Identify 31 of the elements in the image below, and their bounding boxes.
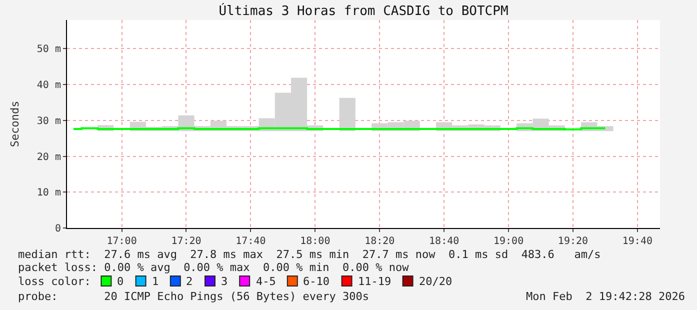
text: Mon Feb 2 19:42:28 2026: [526, 290, 685, 303]
x-tick-label: 18:20: [364, 236, 395, 247]
x-tick-label: 18:00: [300, 236, 330, 247]
legend-label: 3: [221, 275, 228, 288]
y-tick-label: 0: [54, 224, 61, 234]
x-tick-label: 19:00: [493, 236, 524, 247]
legend-label: 11-19: [358, 275, 392, 288]
text: probe: 20 ICMP Echo Pings (56 Bytes) every 300s: [18, 290, 369, 303]
legend-label: 2: [186, 275, 193, 288]
text: packet loss: 0.00 % avg 0.00 % max 0.00 % min 0.00 % now: [18, 261, 410, 274]
x-tick-label: 17:40: [236, 236, 266, 247]
legend-label: 0: [117, 275, 124, 288]
y-tick-label: 40 m: [36, 80, 61, 92]
x-tick-label: 17:00: [106, 236, 137, 247]
y-tick-label: 20 m: [36, 152, 61, 163]
x-tick-label: 18:40: [429, 236, 460, 247]
legend-label: 4-5: [256, 275, 276, 288]
chart-title: Últimas 3 Horas from CASDIG to BOTCPM: [218, 2, 508, 20]
text: median rtt: 27.6 ms avg 27.8 ms max 27.5 ms min 27.7 ms now 0.1 ms sd 483.6 am/s: [18, 248, 601, 261]
legend-title: loss color:: [18, 275, 91, 288]
legend-label: 6-10: [303, 275, 330, 288]
bar: [339, 98, 356, 132]
y-tick-label: 10 m: [36, 188, 61, 199]
x-tick-label: 17:20: [171, 236, 202, 247]
legend-label: 1: [152, 275, 159, 288]
y-tick-label: 30 m: [36, 116, 61, 127]
legend-label: 20/20: [419, 275, 452, 288]
y-tick-label: 50 m: [36, 44, 61, 56]
x-tick-label: 19:20: [558, 236, 588, 247]
y-axis-title: Seconds: [8, 100, 22, 148]
x-tick-label: 19:40: [622, 236, 652, 247]
